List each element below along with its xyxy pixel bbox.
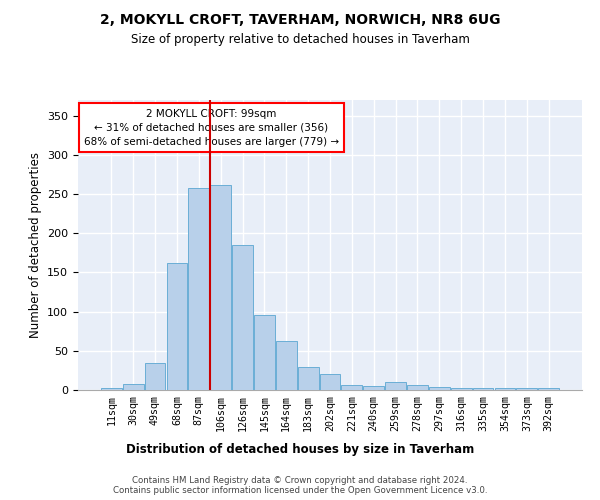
Bar	[298, 368, 319, 390]
Text: Contains HM Land Registry data © Crown copyright and database right 2024.
Contai: Contains HM Land Registry data © Crown c…	[113, 476, 487, 495]
Bar	[123, 384, 143, 390]
Bar	[276, 340, 296, 390]
Bar	[210, 184, 231, 390]
Bar	[167, 263, 187, 390]
Bar	[538, 388, 559, 390]
Bar	[473, 388, 493, 390]
Y-axis label: Number of detached properties: Number of detached properties	[29, 152, 41, 338]
Bar	[320, 374, 340, 390]
Bar	[232, 245, 253, 390]
Bar	[254, 315, 275, 390]
Bar	[364, 386, 384, 390]
Bar	[341, 386, 362, 390]
Bar	[101, 388, 122, 390]
Bar	[451, 388, 472, 390]
Text: 2 MOKYLL CROFT: 99sqm
← 31% of detached houses are smaller (356)
68% of semi-det: 2 MOKYLL CROFT: 99sqm ← 31% of detached …	[84, 108, 339, 146]
Bar	[494, 388, 515, 390]
Bar	[517, 388, 537, 390]
Bar	[145, 362, 166, 390]
Bar	[188, 188, 209, 390]
Text: Size of property relative to detached houses in Taverham: Size of property relative to detached ho…	[131, 32, 469, 46]
Bar	[429, 387, 450, 390]
Text: 2, MOKYLL CROFT, TAVERHAM, NORWICH, NR8 6UG: 2, MOKYLL CROFT, TAVERHAM, NORWICH, NR8 …	[100, 12, 500, 26]
Text: Distribution of detached houses by size in Taverham: Distribution of detached houses by size …	[126, 442, 474, 456]
Bar	[407, 386, 428, 390]
Bar	[385, 382, 406, 390]
